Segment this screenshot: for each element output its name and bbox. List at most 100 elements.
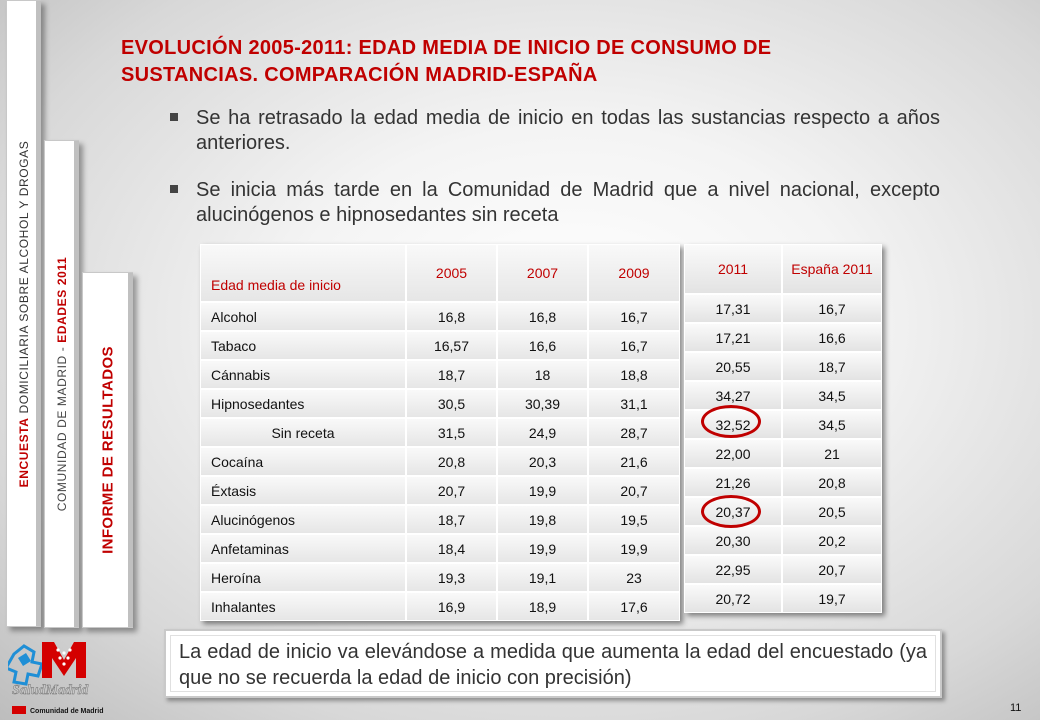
cell-2009: 21,6 <box>588 447 680 476</box>
cell-2011: 17,31 <box>684 294 782 323</box>
row-label: Inhalantes <box>200 592 406 621</box>
side-tab-comunidad-highlight: EDADES 2011 <box>54 256 69 343</box>
cell-2007: 18 <box>497 360 588 389</box>
cell-espana-2011: 20,8 <box>782 468 882 497</box>
table-row: Inhalantes 16,9 18,9 17,6 <box>200 592 680 621</box>
cell-2009: 17,6 <box>588 592 680 621</box>
cell-2005: 16,8 <box>406 302 497 331</box>
row-label: Éxtasis <box>200 476 406 505</box>
table-row: Cánnabis 18,7 18 18,8 <box>200 360 680 389</box>
cell-2009: 18,8 <box>588 360 680 389</box>
cell-espana-2011: 20,5 <box>782 497 882 526</box>
side-tab-informe: INFORME DE RESULTADOS <box>82 272 133 628</box>
table-header-row: 2011 España 2011 <box>684 244 882 294</box>
side-tab-comunidad-text: COMUNIDAD DE MADRID - <box>54 342 69 512</box>
comunidad-flag-icon <box>12 706 26 714</box>
cell-espana-2011: 16,7 <box>782 294 882 323</box>
cell-espana-2011: 18,7 <box>782 352 882 381</box>
table-row: 17,31 16,7 <box>684 294 882 323</box>
cell-2007: 20,3 <box>497 447 588 476</box>
table-row: 17,21 16,6 <box>684 323 882 352</box>
row-label: Alcohol <box>200 302 406 331</box>
side-tab-encuesta-label: ENCUESTA DOMICILIARIA SOBRE ALCOHOL Y DR… <box>17 140 31 487</box>
header-2007: 2007 <box>497 244 588 302</box>
table-row: Alucinógenos 18,7 19,8 19,5 <box>200 505 680 534</box>
table-row: 22,95 20,7 <box>684 555 882 584</box>
cell-espana-2011: 21 <box>782 439 882 468</box>
table-row: 21,26 20,8 <box>684 468 882 497</box>
table-row: 20,55 18,7 <box>684 352 882 381</box>
table-row: 20,30 20,2 <box>684 526 882 555</box>
cell-2007: 19,9 <box>497 476 588 505</box>
highlight-circle <box>701 405 761 438</box>
table-header-row: Edad media de inicio 2005 2007 2009 <box>200 244 680 302</box>
table-row: Hipnosedantes 30,5 30,39 31,1 <box>200 389 680 418</box>
bullet-text: Se inicia más tarde en la Comunidad de M… <box>196 179 940 226</box>
cell-2005: 20,7 <box>406 476 497 505</box>
header-2009: 2009 <box>588 244 680 302</box>
cell-2005: 31,5 <box>406 418 497 447</box>
stars-icon <box>56 648 72 666</box>
cell-2005: 18,4 <box>406 534 497 563</box>
row-label: Heroína <box>200 563 406 592</box>
cell-espana-2011: 16,6 <box>782 323 882 352</box>
row-label: Cocaína <box>200 447 406 476</box>
row-label: Hipnosedantes <box>200 389 406 418</box>
cell-2005: 18,7 <box>406 360 497 389</box>
cell-2007: 30,39 <box>497 389 588 418</box>
tab-shadow-bar <box>36 1 41 626</box>
row-label: Cánnabis <box>200 360 406 389</box>
side-tab-comunidad-label: COMUNIDAD DE MADRID - EDADES 2011 <box>55 257 69 512</box>
table-row: 20,72 19,7 <box>684 584 882 613</box>
cell-2007: 19,8 <box>497 505 588 534</box>
comunidad-de-madrid-text: Comunidad de Madrid <box>30 708 104 715</box>
bullet-text: Se ha retrasado la edad media de inicio … <box>196 107 940 154</box>
side-tab-informe-label: INFORME DE RESULTADOS <box>99 346 116 554</box>
salud-madrid-wordmark: SaludMadrid <box>12 683 89 698</box>
row-label: Alucinógenos <box>200 505 406 534</box>
table-row: Heroína 19,3 19,1 23 <box>200 563 680 592</box>
cell-2011: 17,21 <box>684 323 782 352</box>
side-tab-encuesta: ENCUESTA DOMICILIARIA SOBRE ALCOHOL Y DR… <box>6 0 41 627</box>
header-2011: 2011 <box>684 244 782 294</box>
cell-2009: 19,5 <box>588 505 680 534</box>
cell-2009: 23 <box>588 563 680 592</box>
cell-2005: 18,7 <box>406 505 497 534</box>
conclusion-note: La edad de inicio va elevándose a medida… <box>164 629 942 698</box>
m-letter-icon <box>42 642 86 678</box>
row-label: Anfetaminas <box>200 534 406 563</box>
side-tab-encuesta-text: DOMICILIARIA SOBRE ALCOHOL Y DROGAS <box>16 140 31 417</box>
page-number: 11 <box>1010 702 1022 714</box>
cell-espana-2011: 20,7 <box>782 555 882 584</box>
table-row: 34,27 34,5 <box>684 381 882 410</box>
tab-shadow-bar <box>74 141 79 627</box>
cell-2011: 20,30 <box>684 526 782 555</box>
cell-2005: 16,9 <box>406 592 497 621</box>
cell-2011: 20,72 <box>684 584 782 613</box>
table-row: Alcohol 16,8 16,8 16,7 <box>200 302 680 331</box>
table-row: Cocaína 20,8 20,3 21,6 <box>200 447 680 476</box>
cell-2007: 19,1 <box>497 563 588 592</box>
cell-2009: 31,1 <box>588 389 680 418</box>
age-of-onset-table: Edad media de inicio 2005 2007 2009 Alco… <box>200 244 680 621</box>
cell-2007: 18,9 <box>497 592 588 621</box>
square-bullet-icon <box>170 185 178 193</box>
table-row: Sin receta 31,5 24,9 28,7 <box>200 418 680 447</box>
cell-2005: 30,5 <box>406 389 497 418</box>
cell-espana-2011: 34,5 <box>782 381 882 410</box>
cell-2005: 20,8 <box>406 447 497 476</box>
highlight-circle <box>701 495 761 528</box>
cell-2009: 19,9 <box>588 534 680 563</box>
cell-2007: 16,6 <box>497 331 588 360</box>
table-row: Tabaco 16,57 16,6 16,7 <box>200 331 680 360</box>
conclusion-note-text: La edad de inicio va elevándose a medida… <box>170 635 936 692</box>
cell-2011: 22,00 <box>684 439 782 468</box>
cell-2009: 16,7 <box>588 302 680 331</box>
cell-2007: 19,9 <box>497 534 588 563</box>
comparison-2011-table: 2011 España 2011 17,31 16,7 17,21 16,6 20,55… <box>684 244 882 613</box>
side-tab-encuesta-highlight: ENCUESTA <box>16 416 31 487</box>
row-label: Tabaco <box>200 331 406 360</box>
bullet-item: Se ha retrasado la edad media de inicio … <box>170 106 940 156</box>
cell-espana-2011: 20,2 <box>782 526 882 555</box>
bullet-item: Se inicia más tarde en la Comunidad de M… <box>170 178 940 228</box>
